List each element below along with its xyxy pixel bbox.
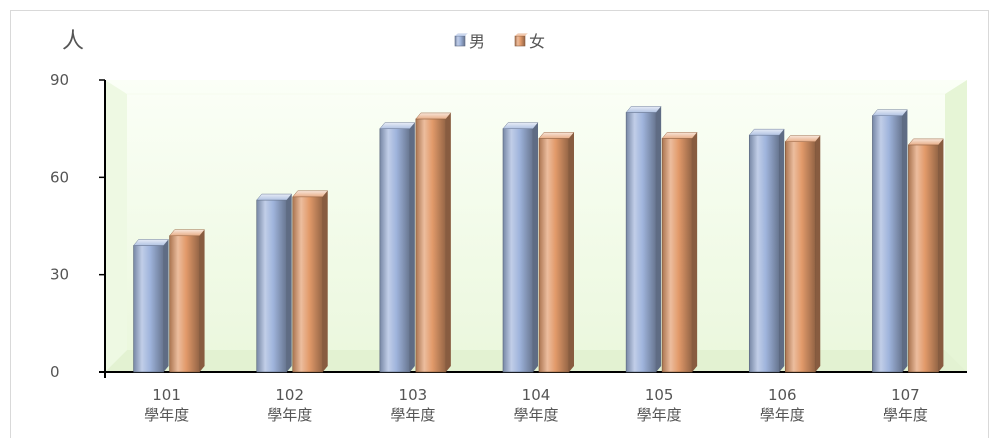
bar-body (908, 144, 939, 373)
bar-female (169, 229, 206, 373)
bar-male (379, 122, 416, 373)
bar-top (292, 190, 329, 198)
bar-side (409, 122, 415, 373)
bar-female (907, 138, 944, 373)
bar-side (815, 135, 821, 372)
x-tick-label: 學年度 (267, 406, 312, 424)
x-tick-label: 學年度 (144, 406, 189, 424)
plot-right-wall (945, 80, 967, 372)
x-tick-label: 106 (768, 386, 797, 404)
y-tick-label: 30 (50, 266, 69, 284)
bar-body (661, 138, 693, 373)
bar-female (661, 132, 698, 373)
bar-female (292, 190, 329, 373)
y-tick-label: 60 (50, 168, 69, 186)
y-tick-label: 0 (50, 363, 60, 381)
bar-side (938, 138, 944, 372)
bar-male (502, 122, 539, 373)
bar-side (656, 106, 662, 372)
y-tick-label: 90 (50, 71, 69, 89)
bar-male (256, 193, 293, 373)
bar-side (286, 194, 292, 372)
bar-side (902, 109, 908, 372)
plot-left-wall (105, 80, 127, 372)
bar-top (133, 239, 170, 246)
x-tick-label: 103 (399, 386, 428, 404)
bar-side (445, 112, 451, 372)
bar-male (133, 239, 170, 373)
bar-body (502, 128, 534, 373)
legend-item: 男 (454, 32, 485, 51)
x-tick-label: 學年度 (513, 406, 558, 424)
bar-top (502, 122, 539, 129)
legend-swatch (454, 35, 466, 47)
x-tick-label: 學年度 (390, 406, 435, 424)
bar-body (784, 141, 816, 373)
bar-male (748, 128, 785, 373)
bar-female (415, 112, 452, 373)
bar-side (199, 229, 205, 372)
bar-body (292, 196, 324, 373)
bar-top (907, 138, 944, 146)
bar-body (379, 128, 411, 373)
bar-top (415, 112, 452, 120)
x-tick-label: 107 (891, 386, 920, 404)
bar-body (415, 118, 447, 373)
bar-side (322, 190, 328, 372)
legend-swatch (514, 35, 526, 47)
bar-body (538, 138, 570, 373)
x-tick-label: 學年度 (883, 406, 928, 424)
bar-top (169, 229, 206, 236)
x-tick-label: 105 (645, 386, 674, 404)
bar-side (779, 129, 785, 372)
x-tick-label: 101 (152, 386, 181, 404)
bar-female (538, 132, 575, 373)
legend-swatch-top (455, 33, 468, 36)
legend-label: 女 (529, 32, 545, 51)
bar-body (256, 199, 288, 373)
legend-item: 女 (514, 32, 545, 51)
bar-body (872, 115, 903, 373)
y-axis-unit-label: 人 (62, 29, 84, 54)
bar-female (784, 135, 821, 373)
bar-top (661, 132, 698, 139)
x-tick-label: 學年度 (760, 406, 805, 424)
bar-side (163, 239, 169, 372)
bar-side (692, 132, 698, 372)
bar-top (256, 193, 293, 201)
bar-top (784, 135, 821, 142)
bar-male (625, 106, 662, 373)
bar-body (625, 112, 657, 373)
x-tick-label: 102 (275, 386, 304, 404)
bar-body (748, 134, 780, 373)
bar-top (625, 106, 662, 113)
bar-top (748, 128, 785, 136)
bar-top (538, 132, 575, 139)
bar-side (569, 132, 574, 372)
legend-label: 男 (469, 32, 485, 51)
bar-male (871, 109, 908, 373)
bar-top (379, 122, 416, 129)
bar-top (871, 109, 908, 116)
bar-body (169, 235, 200, 373)
x-tick-label: 104 (522, 386, 551, 404)
x-tick-label: 學年度 (637, 406, 682, 424)
legend-swatch-top (515, 33, 528, 36)
bar-side (533, 122, 538, 373)
bar-body (133, 245, 164, 373)
